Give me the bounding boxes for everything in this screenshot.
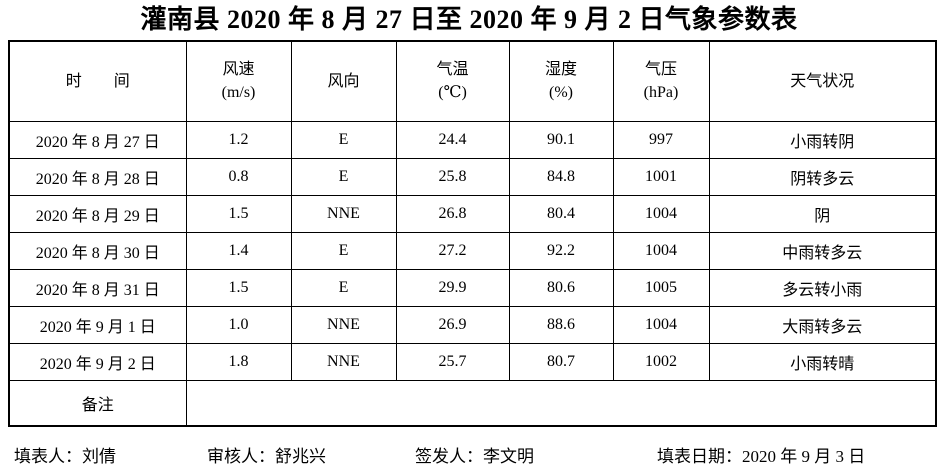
cell-humidity: 80.6 bbox=[508, 268, 614, 307]
cell-weather: 大雨转多云 bbox=[708, 305, 937, 344]
col-header-time: 时 间 bbox=[8, 40, 187, 122]
cell-humidity: 80.4 bbox=[508, 194, 614, 233]
cell-weather: 中雨转多云 bbox=[708, 231, 937, 270]
cell-wind-direction: E bbox=[290, 268, 397, 307]
cell-humidity: 80.7 bbox=[508, 342, 614, 381]
cell-date: 2020 年 9 月 2 日 bbox=[8, 342, 187, 381]
cell-temperature: 29.9 bbox=[395, 268, 510, 307]
cell-wind-speed: 1.8 bbox=[185, 342, 292, 381]
cell-pressure: 1005 bbox=[612, 268, 710, 307]
cell-weather: 小雨转阴 bbox=[708, 120, 937, 159]
cell-temperature: 26.9 bbox=[395, 305, 510, 344]
table-row: 2020 年 9 月 2 日 1.8 NNE 25.7 80.7 1002 小雨… bbox=[8, 342, 937, 381]
cell-temperature: 25.8 bbox=[395, 157, 510, 196]
cell-wind-direction: NNE bbox=[290, 305, 397, 344]
cell-date: 2020 年 8 月 29 日 bbox=[8, 194, 187, 233]
cell-temperature: 24.4 bbox=[395, 120, 510, 159]
cell-pressure: 1004 bbox=[612, 305, 710, 344]
cell-date: 2020 年 8 月 31 日 bbox=[8, 268, 187, 307]
cell-date: 2020 年 8 月 28 日 bbox=[8, 157, 187, 196]
cell-wind-direction: NNE bbox=[290, 194, 397, 233]
col-header-pressure: 气压 (hPa) bbox=[612, 40, 710, 122]
cell-temperature: 26.8 bbox=[395, 194, 510, 233]
col-header-wind-direction: 风向 bbox=[290, 40, 397, 122]
cell-date: 2020 年 8 月 27 日 bbox=[8, 120, 187, 159]
footer-fill-date: 填表日期：2020 年 9 月 3 日 bbox=[657, 447, 866, 466]
remarks-value bbox=[185, 379, 937, 427]
col-header-weather: 天气状况 bbox=[708, 40, 937, 122]
table-row: 2020 年 8 月 30 日 1.4 E 27.2 92.2 1004 中雨转… bbox=[8, 231, 937, 270]
table-row: 2020 年 9 月 1 日 1.0 NNE 26.9 88.6 1004 大雨… bbox=[8, 305, 937, 344]
cell-humidity: 88.6 bbox=[508, 305, 614, 344]
cell-pressure: 997 bbox=[612, 120, 710, 159]
cell-date: 2020 年 9 月 1 日 bbox=[8, 305, 187, 344]
footer-preparer: 填表人：刘倩 bbox=[14, 447, 116, 466]
header-row: 时 间 风速 (m/s) 风向 气温 (℃) 湿度 (%) 气压 (hPa) 天气状况 bbox=[8, 40, 937, 122]
cell-pressure: 1002 bbox=[612, 342, 710, 381]
cell-wind-speed: 1.5 bbox=[185, 194, 292, 233]
col-header-wind-speed: 风速 (m/s) bbox=[185, 40, 292, 122]
footer-reviewer: 审核人：舒兆兴 bbox=[207, 447, 326, 466]
cell-weather: 阴转多云 bbox=[708, 157, 937, 196]
weather-table: 时 间 风速 (m/s) 风向 气温 (℃) 湿度 (%) 气压 (hPa) 天气状况 … bbox=[8, 40, 937, 427]
cell-humidity: 84.8 bbox=[508, 157, 614, 196]
col-header-humidity: 湿度 (%) bbox=[508, 40, 614, 122]
cell-weather: 小雨转晴 bbox=[708, 342, 937, 381]
cell-humidity: 92.2 bbox=[508, 231, 614, 270]
cell-wind-speed: 1.4 bbox=[185, 231, 292, 270]
cell-wind-speed: 1.0 bbox=[185, 305, 292, 344]
cell-date: 2020 年 8 月 30 日 bbox=[8, 231, 187, 270]
cell-wind-speed: 1.5 bbox=[185, 268, 292, 307]
page-title: 灌南县 2020 年 8 月 27 日至 2020 年 9 月 2 日气象参数表 bbox=[140, 5, 798, 34]
cell-humidity: 90.1 bbox=[508, 120, 614, 159]
cell-wind-speed: 1.2 bbox=[185, 120, 292, 159]
col-header-temperature: 气温 (℃) bbox=[395, 40, 510, 122]
cell-wind-direction: NNE bbox=[290, 342, 397, 381]
table-row: 2020 年 8 月 27 日 1.2 E 24.4 90.1 997 小雨转阴 bbox=[8, 120, 937, 159]
cell-pressure: 1004 bbox=[612, 231, 710, 270]
table-row: 2020 年 8 月 28 日 0.8 E 25.8 84.8 1001 阴转多… bbox=[8, 157, 937, 196]
cell-temperature: 27.2 bbox=[395, 231, 510, 270]
cell-weather: 阴 bbox=[708, 194, 937, 233]
cell-temperature: 25.7 bbox=[395, 342, 510, 381]
remarks-row: 备注 bbox=[8, 379, 937, 427]
table-row: 2020 年 8 月 31 日 1.5 E 29.9 80.6 1005 多云转… bbox=[8, 268, 937, 307]
remarks-label: 备注 bbox=[8, 379, 187, 427]
cell-wind-direction: E bbox=[290, 231, 397, 270]
cell-wind-direction: E bbox=[290, 120, 397, 159]
footer: 填表人：刘倩 审核人：舒兆兴 签发人：李文明 填表日期：2020 年 9 月 3… bbox=[0, 434, 938, 470]
cell-pressure: 1001 bbox=[612, 157, 710, 196]
cell-weather: 多云转小雨 bbox=[708, 268, 937, 307]
footer-issuer: 签发人：李文明 bbox=[415, 447, 534, 466]
table-row: 2020 年 8 月 29 日 1.5 NNE 26.8 80.4 1004 阴 bbox=[8, 194, 937, 233]
cell-wind-speed: 0.8 bbox=[185, 157, 292, 196]
cell-pressure: 1004 bbox=[612, 194, 710, 233]
cell-wind-direction: E bbox=[290, 157, 397, 196]
